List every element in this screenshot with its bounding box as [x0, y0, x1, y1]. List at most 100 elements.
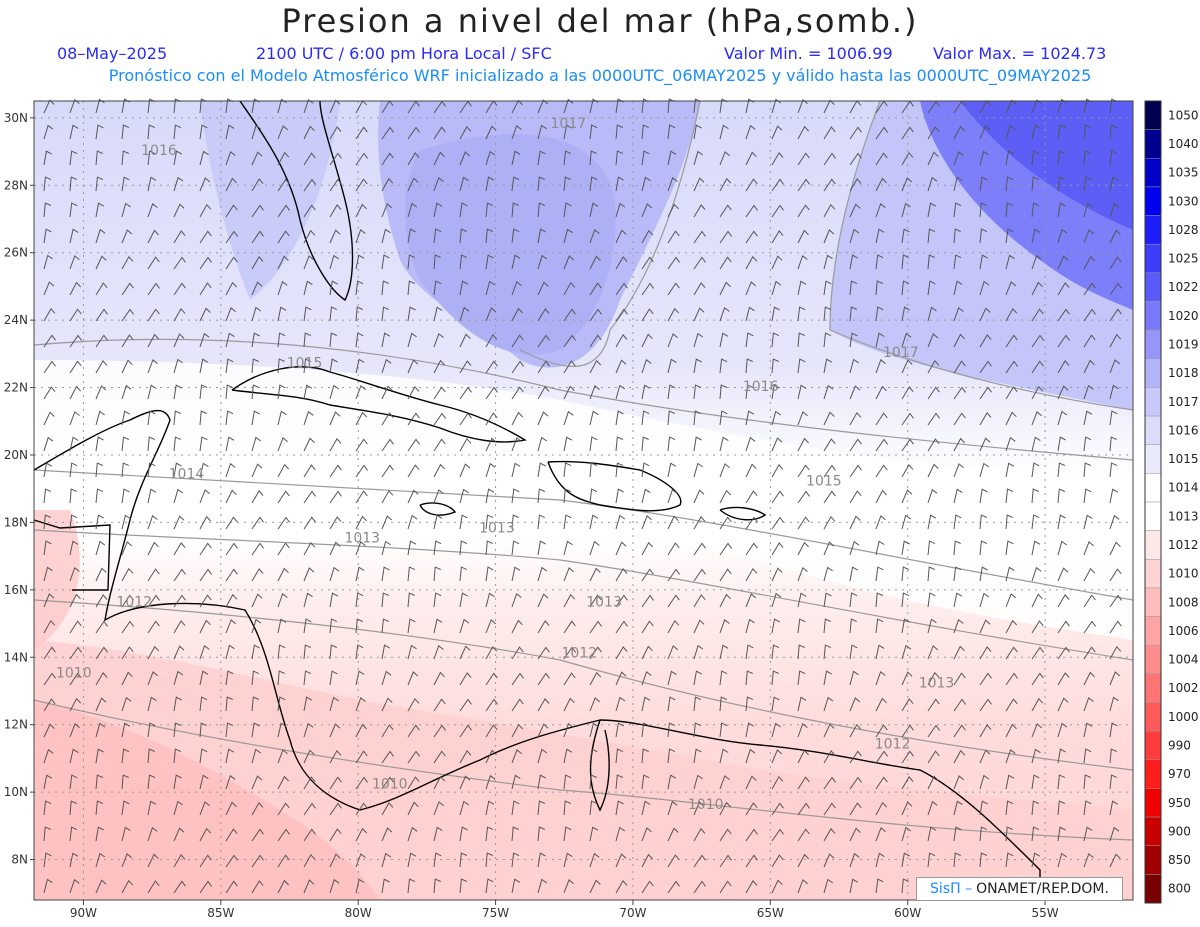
wind-barb	[1031, 593, 1043, 608]
wind-barb	[745, 410, 755, 426]
wind-barb	[1031, 124, 1041, 140]
wind-barb	[95, 124, 104, 140]
jamaica-coast	[419, 502, 457, 516]
wind-barb	[1109, 282, 1123, 296]
wind-barb	[43, 124, 54, 140]
wind-barb	[1083, 410, 1093, 426]
wind-barb	[355, 723, 367, 738]
wind-barb	[771, 204, 784, 218]
wind-barb	[875, 776, 888, 790]
wind-barb	[1005, 723, 1017, 738]
wind-barb	[589, 722, 599, 738]
wind-barb	[563, 646, 577, 660]
wind-barb	[927, 438, 940, 452]
wind-barb	[771, 230, 784, 244]
wind-barb	[615, 594, 628, 608]
wind-barb	[303, 592, 313, 608]
wind-barb	[1057, 594, 1070, 608]
wind-barb	[641, 722, 650, 738]
wind-barb	[719, 281, 731, 296]
wind-barb	[1031, 202, 1040, 218]
wind-barb	[927, 254, 935, 270]
wind-barb	[771, 749, 783, 764]
isobar-1012	[34, 599, 1133, 771]
wind-barb	[667, 358, 677, 374]
wind-barb	[953, 592, 963, 608]
wind-barb	[459, 724, 472, 738]
wind-barb	[511, 540, 520, 556]
wind-barb	[173, 696, 182, 712]
wind-barb	[953, 514, 962, 530]
wind-barb	[537, 748, 548, 764]
wind-barb	[199, 515, 212, 530]
wind-barb	[745, 281, 757, 296]
wind-barb	[771, 722, 781, 738]
wind-barb	[849, 592, 858, 608]
wind-barb	[381, 464, 394, 478]
wind-barb	[667, 230, 680, 244]
credit-box: SisΠ – ONAMET/REP.DOM.	[916, 877, 1123, 901]
lat-label: 28N	[4, 178, 28, 192]
wind-barb	[225, 748, 235, 764]
wind-barb	[927, 540, 936, 556]
wind-barb	[745, 516, 758, 530]
wind-barb	[95, 176, 104, 192]
wind-barb	[147, 620, 160, 634]
wind-barb	[459, 386, 472, 400]
wind-barb	[979, 150, 989, 166]
lat-label: 8N	[11, 853, 28, 867]
wind-barb	[251, 722, 260, 738]
wind-barb	[225, 489, 237, 504]
wind-barb	[43, 800, 52, 816]
wind-barb	[303, 696, 313, 712]
wind-barb	[745, 124, 756, 140]
wind-barb	[563, 879, 574, 894]
wind-barb	[459, 852, 467, 868]
wind-barb	[121, 359, 133, 374]
wind-barb	[303, 802, 316, 816]
wind-barb	[797, 802, 811, 816]
wind-barb	[329, 696, 339, 712]
wind-barb	[719, 256, 732, 270]
wind-barb	[433, 202, 443, 218]
wind-barb	[901, 228, 910, 244]
wind-barb	[615, 646, 628, 660]
wind-barb	[1005, 176, 1014, 192]
wind-barb	[407, 852, 417, 868]
wind-barb	[95, 774, 103, 790]
wind-barb	[433, 618, 443, 634]
wind-barb	[823, 178, 836, 192]
wind-barb	[771, 542, 784, 556]
wind-barb	[199, 568, 213, 582]
wind-barb	[485, 280, 495, 296]
wind-barb	[797, 152, 810, 166]
wind-barb	[1109, 436, 1117, 452]
wind-barb	[225, 880, 238, 894]
wind-barb	[329, 566, 340, 582]
wind-barb	[381, 306, 390, 322]
wind-barb	[485, 307, 497, 322]
wind-barb	[589, 852, 600, 868]
wind-barb	[329, 670, 338, 686]
wind-barb	[537, 540, 546, 556]
wind-barb	[1031, 228, 1041, 244]
wind-barb	[355, 515, 367, 530]
wind-barb	[771, 125, 783, 140]
wind-barb	[1109, 359, 1121, 374]
wind-barb	[719, 722, 728, 738]
wind-barb	[199, 801, 210, 816]
wind-barb	[199, 203, 212, 218]
colorbar-swatch	[1144, 759, 1162, 789]
wind-barb	[563, 672, 576, 686]
wind-barb	[303, 618, 312, 634]
wind-barb	[823, 644, 832, 660]
wind-barb	[719, 151, 731, 166]
wind-barb	[381, 852, 391, 868]
wind-barb	[1005, 540, 1014, 556]
wind-barb	[459, 672, 472, 686]
wind-barb	[797, 776, 810, 790]
wind-barb	[667, 748, 676, 764]
wind-barb	[563, 697, 575, 712]
wind-barb	[277, 516, 291, 530]
wind-barb	[927, 800, 938, 816]
